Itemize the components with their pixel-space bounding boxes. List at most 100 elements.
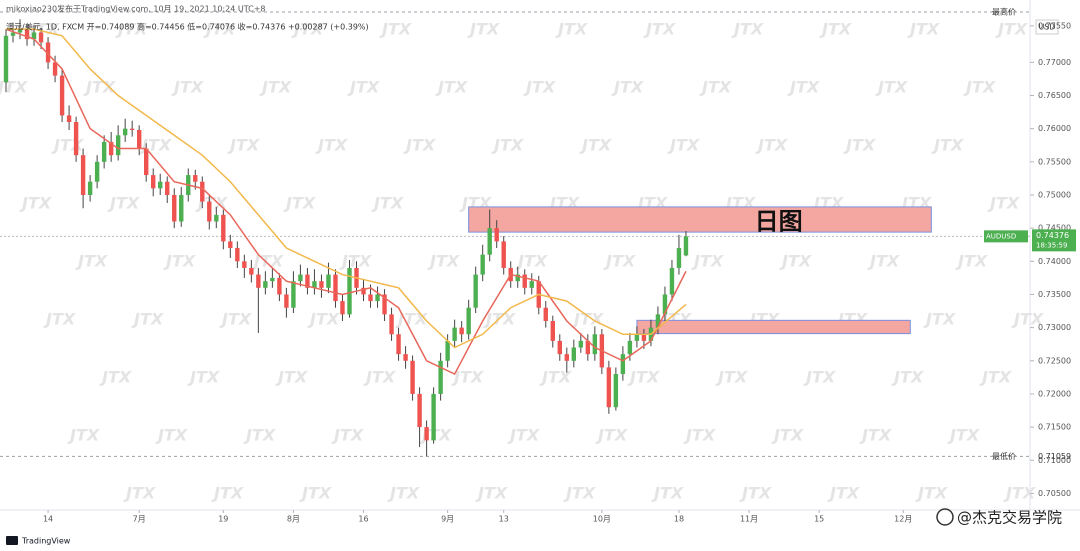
candle-body (340, 301, 345, 315)
currency-box (1035, 19, 1059, 35)
candle-body (249, 267, 254, 275)
watermark: JTX (611, 78, 644, 97)
last-price-box (1032, 229, 1076, 252)
candle-body (410, 360, 415, 394)
watermark: JTX (83, 78, 116, 97)
y-tick-label: 0.77550 (1038, 21, 1071, 30)
x-tick-label: 18 (674, 515, 684, 524)
watermark: JTX (403, 136, 436, 155)
watermark: JTX (363, 368, 396, 387)
watermark: JTX (515, 252, 548, 271)
candle-body (669, 267, 675, 295)
candle-body (214, 214, 219, 222)
candle-body (515, 274, 520, 282)
watermark: JTX (555, 20, 588, 39)
candle-body (445, 340, 450, 361)
candle-body (627, 340, 633, 355)
candle-body (473, 274, 478, 308)
watermark: JTX (1003, 484, 1036, 503)
candle-body (94, 161, 100, 182)
candle-body (487, 228, 492, 255)
last-price-symbol: AUDUSD (986, 232, 1016, 240)
y-tick-label: 0.72500 (1038, 356, 1071, 365)
watermark: JTX (427, 252, 460, 271)
candle-body (361, 287, 366, 295)
watermark: JTX (779, 252, 812, 271)
tv-logo (6, 536, 18, 545)
watermark: JTX (923, 310, 956, 329)
candle-body (676, 248, 682, 268)
y-tick-label: 0.73500 (1038, 290, 1071, 299)
watermark: JTX (339, 252, 372, 271)
candle-body (144, 148, 149, 176)
watermark: JTX (875, 78, 908, 97)
y-tick-label: 0.70500 (1038, 489, 1071, 498)
candle-body (382, 294, 387, 315)
candle-body (683, 236, 689, 256)
candle-body (101, 141, 107, 162)
candle-body (564, 354, 569, 361)
y-tick-label: 0.71500 (1038, 423, 1071, 432)
zone (636, 319, 911, 335)
watermark: JTX (579, 136, 612, 155)
watermark: JTX (843, 136, 876, 155)
low-price: 0.71059 (1038, 452, 1071, 461)
watermark: JTX (667, 136, 700, 155)
watermark: JTX (211, 484, 244, 503)
candle-body (151, 175, 156, 189)
watermark: JTX (115, 20, 148, 39)
watermark: JTX (307, 310, 340, 329)
watermark: JTX (163, 252, 196, 271)
candle-body (557, 340, 562, 355)
candle-body (501, 241, 506, 268)
symbol-line: 澳元/美元, 1D, FXCM 开=0.74089 高=0.74456 低=0.… (6, 22, 369, 32)
candle-body (87, 181, 93, 195)
candle-body (59, 75, 65, 116)
candle-body (108, 141, 114, 156)
watermark: JTX (507, 426, 540, 445)
credit: @杰克交易学院 (957, 509, 1062, 527)
watermark: JTX (595, 426, 628, 445)
y-tick-label: 0.74000 (1038, 257, 1071, 266)
y-tick-label: 0.75500 (1038, 157, 1071, 166)
watermark: JTX (571, 310, 604, 329)
moving-average (5, 28, 687, 376)
candle-body (417, 393, 422, 428)
moving-average (6, 28, 687, 349)
candle-body (522, 274, 527, 288)
candle-body (452, 327, 457, 341)
candle-body (494, 228, 499, 242)
watermark: JTX (771, 426, 804, 445)
watermark: JTX (43, 310, 76, 329)
watermark: JTX (347, 78, 380, 97)
watermark: JTX (139, 136, 172, 155)
watermark: JTX (475, 484, 508, 503)
watermark: JTX (907, 20, 940, 39)
candle-body (375, 294, 380, 302)
candle-body (550, 320, 555, 341)
watermark: JTX (259, 78, 292, 97)
watermark: JTX (187, 368, 220, 387)
x-tick-label: 15 (814, 515, 824, 524)
watermark: JTX (275, 368, 308, 387)
watermark: JTX (691, 252, 724, 271)
candle-body (431, 393, 436, 441)
candle-body (256, 274, 261, 288)
watermark: JTX (867, 252, 900, 271)
watermark: JTX (963, 78, 996, 97)
candle-body (613, 374, 619, 408)
candle-body (179, 194, 184, 222)
watermark: JTX (387, 484, 420, 503)
candle-body (571, 347, 577, 361)
candle-body (193, 175, 198, 182)
footer-brand: TradingView (21, 537, 71, 546)
watermark: JTX (491, 136, 524, 155)
x-tick-label: 14 (43, 515, 53, 524)
watermark: JTX (67, 426, 100, 445)
y-tick-label: 0.75000 (1038, 190, 1071, 199)
watermark: JTX (315, 136, 348, 155)
footer (0, 530, 1080, 551)
watermark: JTX (451, 368, 484, 387)
watermark: JTX (987, 194, 1020, 213)
